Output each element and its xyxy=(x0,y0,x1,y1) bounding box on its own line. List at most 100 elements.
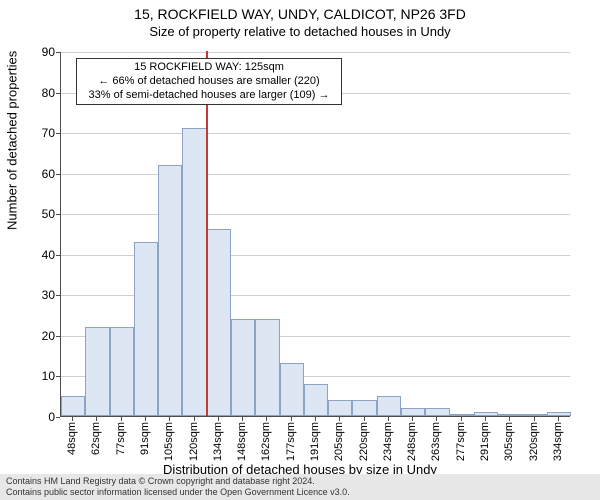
x-tick-label: 120sqm xyxy=(188,422,200,461)
x-tick-label: 91sqm xyxy=(139,422,151,455)
x-tick-mark xyxy=(558,417,559,421)
plot-area xyxy=(60,52,570,417)
x-tick-label: 148sqm xyxy=(236,422,248,461)
histogram-bar xyxy=(207,229,231,416)
x-tick-mark xyxy=(121,417,122,421)
x-tick-label: 134sqm xyxy=(212,422,224,461)
y-tick-label: 90 xyxy=(15,45,55,59)
y-tick-mark xyxy=(56,133,60,134)
x-tick-mark xyxy=(72,417,73,421)
histogram-bar xyxy=(547,412,571,416)
reference-line xyxy=(206,51,208,416)
x-tick-mark xyxy=(145,417,146,421)
annotation-box: 15 ROCKFIELD WAY: 125sqm← 66% of detache… xyxy=(76,58,342,105)
histogram-bar xyxy=(61,396,85,416)
annotation-line: 15 ROCKFIELD WAY: 125sqm xyxy=(81,61,337,75)
y-tick-mark xyxy=(56,174,60,175)
chart-title-main: 15, ROCKFIELD WAY, UNDY, CALDICOT, NP26 … xyxy=(0,6,600,22)
histogram-bar xyxy=(280,363,304,416)
y-tick-label: 20 xyxy=(15,329,55,343)
footer-line: Contains public sector information licen… xyxy=(6,487,594,498)
x-tick-mark xyxy=(242,417,243,421)
histogram-bar xyxy=(304,384,328,416)
x-tick-mark xyxy=(412,417,413,421)
histogram-bar xyxy=(522,414,546,416)
x-tick-mark xyxy=(96,417,97,421)
x-tick-mark xyxy=(436,417,437,421)
gridline xyxy=(61,174,570,175)
x-tick-mark xyxy=(509,417,510,421)
histogram-bar xyxy=(474,412,498,416)
gridline xyxy=(61,133,570,134)
annotation-line: 33% of semi-detached houses are larger (… xyxy=(81,89,337,103)
x-tick-label: 234sqm xyxy=(382,422,394,461)
y-tick-mark xyxy=(56,52,60,53)
y-tick-label: 10 xyxy=(15,369,55,383)
x-tick-label: 334sqm xyxy=(552,422,564,461)
x-tick-label: 162sqm xyxy=(260,422,272,461)
y-tick-mark xyxy=(56,295,60,296)
x-tick-mark xyxy=(169,417,170,421)
histogram-bar xyxy=(328,400,352,416)
histogram-bar xyxy=(425,408,449,416)
x-tick-label: 248sqm xyxy=(406,422,418,461)
y-axis-label: Number of detached properties xyxy=(5,51,20,230)
x-tick-label: 62sqm xyxy=(90,422,102,455)
y-tick-label: 50 xyxy=(15,207,55,221)
x-tick-mark xyxy=(339,417,340,421)
x-tick-mark xyxy=(485,417,486,421)
histogram-bar xyxy=(110,327,134,416)
x-tick-label: 77sqm xyxy=(115,422,127,455)
chart-title-sub: Size of property relative to detached ho… xyxy=(0,24,600,39)
histogram-bar xyxy=(401,408,425,416)
x-tick-mark xyxy=(461,417,462,421)
histogram-bar xyxy=(450,414,474,416)
annotation-line: ← 66% of detached houses are smaller (22… xyxy=(81,75,337,89)
x-tick-label: 205sqm xyxy=(333,422,345,461)
y-tick-label: 80 xyxy=(15,86,55,100)
x-tick-label: 191sqm xyxy=(309,422,321,461)
histogram-bar xyxy=(85,327,109,416)
histogram-bar xyxy=(158,165,182,416)
y-tick-mark xyxy=(56,214,60,215)
x-tick-mark xyxy=(194,417,195,421)
x-tick-mark xyxy=(266,417,267,421)
histogram-bar xyxy=(182,128,206,416)
x-tick-mark xyxy=(291,417,292,421)
chart-container: 15, ROCKFIELD WAY, UNDY, CALDICOT, NP26 … xyxy=(0,0,600,500)
x-tick-mark xyxy=(315,417,316,421)
y-tick-label: 0 xyxy=(15,410,55,424)
y-tick-label: 70 xyxy=(15,126,55,140)
y-tick-mark xyxy=(56,255,60,256)
x-tick-mark xyxy=(218,417,219,421)
y-tick-mark xyxy=(56,417,60,418)
y-tick-label: 60 xyxy=(15,167,55,181)
x-tick-label: 220sqm xyxy=(358,422,370,461)
y-tick-mark xyxy=(56,376,60,377)
x-tick-mark xyxy=(364,417,365,421)
gridline xyxy=(61,214,570,215)
x-tick-label: 263sqm xyxy=(430,422,442,461)
histogram-bar xyxy=(231,319,255,416)
y-tick-mark xyxy=(56,93,60,94)
x-tick-mark xyxy=(388,417,389,421)
x-tick-label: 320sqm xyxy=(528,422,540,461)
footer-credits: Contains HM Land Registry data © Crown c… xyxy=(0,474,600,500)
x-tick-label: 291sqm xyxy=(479,422,491,461)
gridline xyxy=(61,52,570,53)
histogram-bar xyxy=(255,319,279,416)
y-tick-mark xyxy=(56,336,60,337)
histogram-bar xyxy=(134,242,158,416)
y-tick-label: 30 xyxy=(15,288,55,302)
footer-line: Contains HM Land Registry data © Crown c… xyxy=(6,476,594,487)
histogram-bar xyxy=(498,414,522,416)
x-tick-label: 177sqm xyxy=(285,422,297,461)
y-tick-label: 40 xyxy=(15,248,55,262)
x-tick-label: 305sqm xyxy=(503,422,515,461)
histogram-bar xyxy=(352,400,376,416)
x-tick-label: 48sqm xyxy=(66,422,78,455)
histogram-bar xyxy=(377,396,401,416)
x-tick-label: 105sqm xyxy=(163,422,175,461)
x-tick-mark xyxy=(534,417,535,421)
x-tick-label: 277sqm xyxy=(455,422,467,461)
